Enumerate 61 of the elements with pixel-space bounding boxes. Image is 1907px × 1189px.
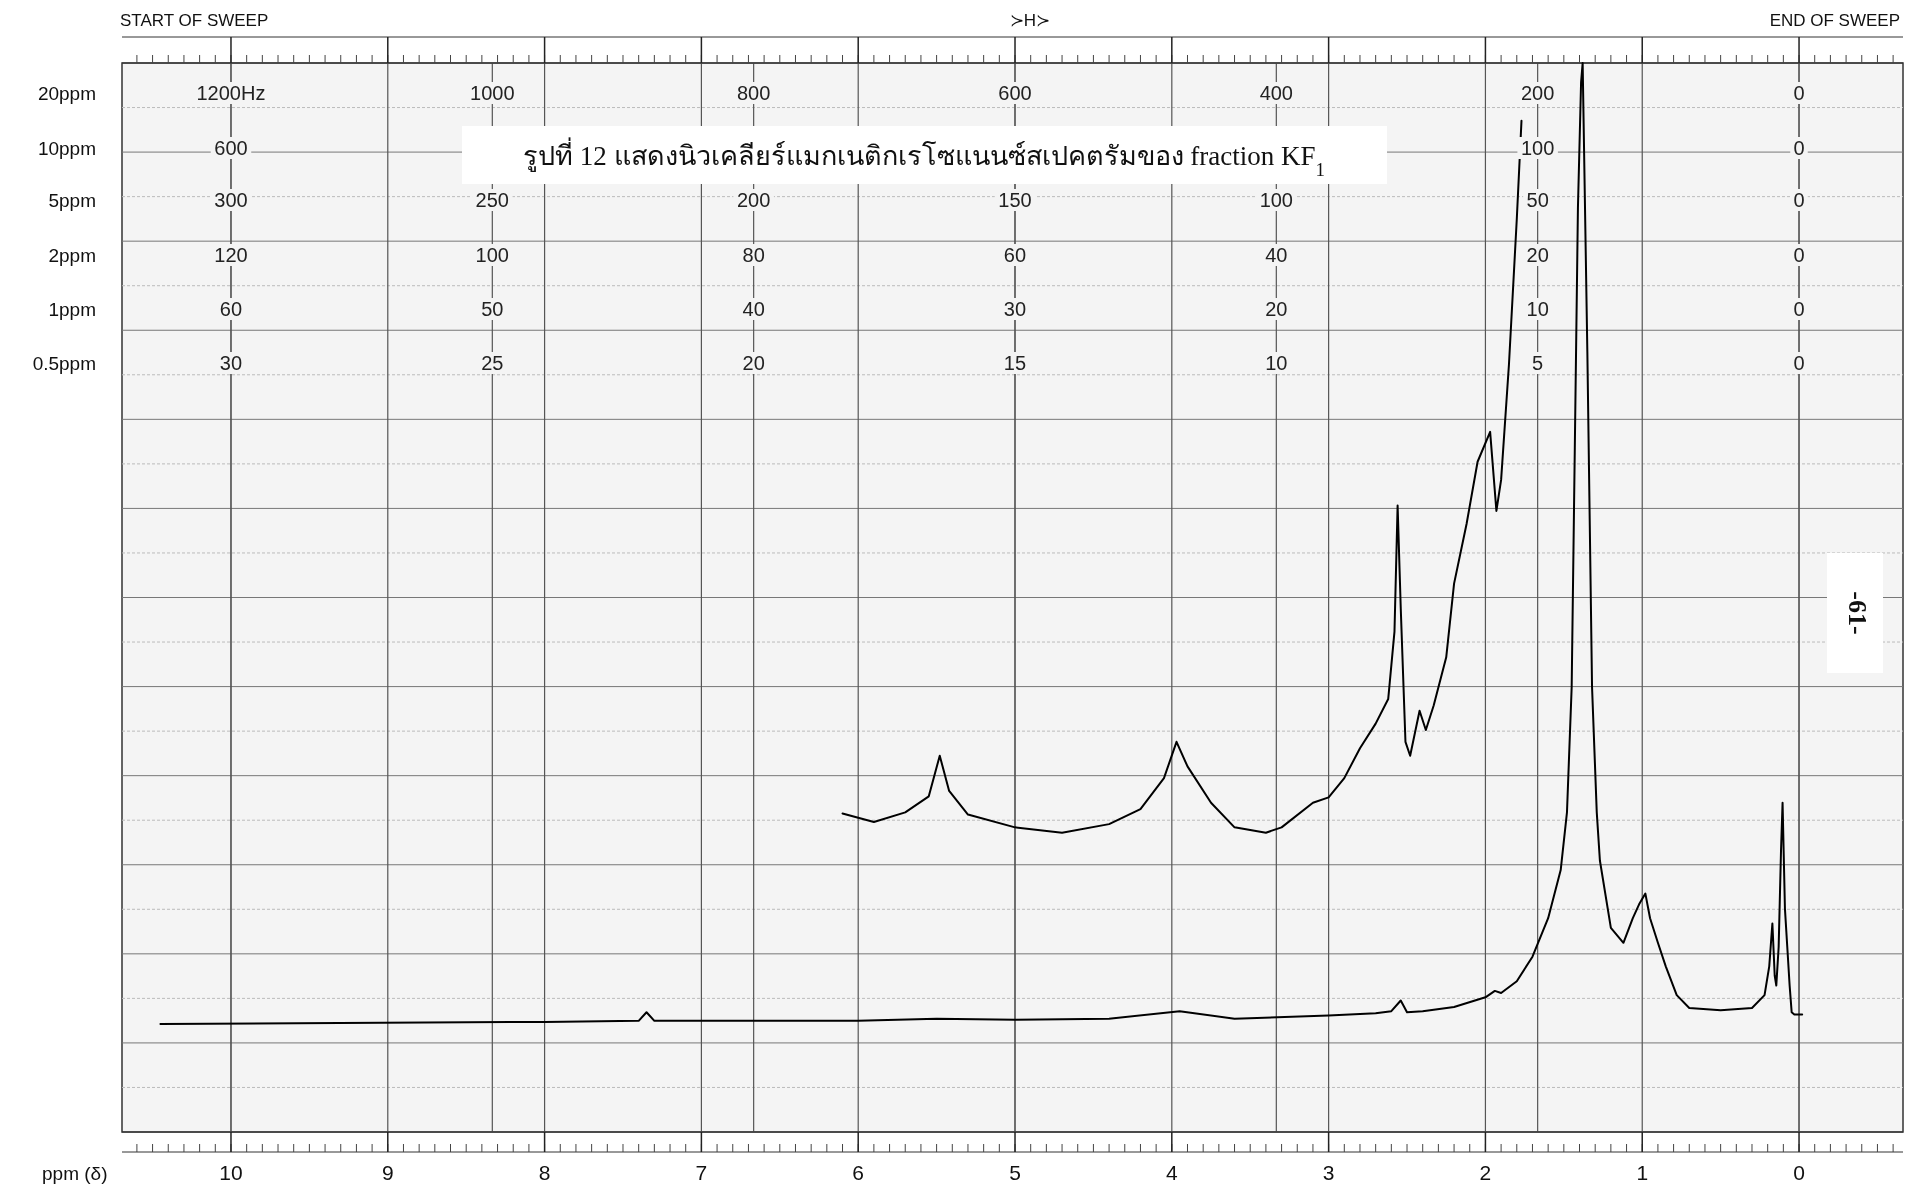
x2-tick-label: 600 bbox=[998, 82, 1032, 104]
x-tick-label: 9 bbox=[381, 1161, 394, 1184]
annotation: 30 bbox=[219, 352, 243, 374]
annotation: 5 bbox=[1532, 352, 1544, 374]
x2-tick-label: 0 bbox=[1793, 82, 1805, 104]
x2-axis-title: 20ppm bbox=[37, 83, 96, 104]
x-tick-label: 5 bbox=[1009, 1161, 1021, 1184]
annotation: 20 bbox=[1526, 244, 1549, 266]
x-tick-label: 2 bbox=[1479, 1161, 1492, 1184]
annotation: 300 bbox=[214, 189, 248, 211]
annotation: 150 bbox=[998, 189, 1032, 211]
annotation: 60 bbox=[219, 298, 243, 320]
annotation: 40 bbox=[742, 298, 765, 320]
annotation: 100 bbox=[1520, 137, 1555, 159]
x2-tick-label: 200 bbox=[1520, 82, 1555, 104]
x2-tick-label: 1200Hz bbox=[196, 82, 266, 104]
annotation: 10 bbox=[1265, 352, 1288, 374]
annotation: 50 bbox=[481, 298, 504, 320]
x-tick-label: 3 bbox=[1322, 1161, 1335, 1184]
x-axis-title: ppm (δ) bbox=[42, 1163, 108, 1184]
annotation: 0 bbox=[1793, 137, 1805, 159]
text: START OF SWEEP bbox=[120, 11, 269, 30]
annotation: 250 bbox=[475, 189, 509, 211]
annotation: 10 bbox=[1526, 298, 1549, 320]
annotation: 0 bbox=[1793, 189, 1805, 211]
x-tick-label: 10 bbox=[219, 1161, 243, 1184]
x2-tick-label: 400 bbox=[1259, 82, 1294, 104]
annotation: 100 bbox=[475, 244, 509, 266]
x-tick-label: 0 bbox=[1793, 1161, 1805, 1184]
annotation: 0 bbox=[1793, 352, 1805, 374]
x2-tick-label: 1000 bbox=[470, 82, 515, 104]
x-tick-label: 4 bbox=[1165, 1161, 1178, 1184]
text: 5ppm bbox=[48, 190, 96, 211]
annotation: 0 bbox=[1793, 244, 1805, 266]
annotation: 25 bbox=[481, 352, 504, 374]
x-tick-label: 6 bbox=[852, 1161, 865, 1184]
annotation: 20 bbox=[1265, 298, 1288, 320]
annotation: 40 bbox=[1265, 244, 1288, 266]
annotation: 60 bbox=[1003, 244, 1027, 266]
text: 0.5ppm bbox=[32, 353, 96, 374]
text: 2ppm bbox=[48, 245, 96, 266]
annotation: 15 bbox=[1003, 352, 1027, 374]
text: ≻H≻ bbox=[1009, 11, 1051, 30]
text: รูปที่ 12 แสดงนิวเคลียร์แมกเนติกเรโซแนนซ์สเปคตรัมของ fraction KF$_{1}$ bbox=[523, 137, 1325, 180]
annotation: 600 bbox=[214, 137, 248, 159]
annotation: 20 bbox=[742, 352, 765, 374]
annotation: 0 bbox=[1793, 298, 1805, 320]
x-tick-label: 8 bbox=[538, 1161, 551, 1184]
annotation: 120 bbox=[214, 244, 248, 266]
annotation: 100 bbox=[1259, 189, 1294, 211]
text: 10ppm bbox=[37, 138, 96, 159]
x2-tick-label: 800 bbox=[736, 82, 771, 104]
annotation: 50 bbox=[1526, 189, 1549, 211]
text: END OF SWEEP bbox=[1769, 11, 1900, 30]
annotation: 30 bbox=[1003, 298, 1027, 320]
x-tick-label: 1 bbox=[1636, 1161, 1649, 1184]
x-tick-label: 7 bbox=[695, 1161, 708, 1184]
text: 1ppm bbox=[48, 299, 96, 320]
annotation: 200 bbox=[736, 189, 771, 211]
annotation: -61- bbox=[1843, 591, 1873, 635]
annotation: 80 bbox=[742, 244, 765, 266]
